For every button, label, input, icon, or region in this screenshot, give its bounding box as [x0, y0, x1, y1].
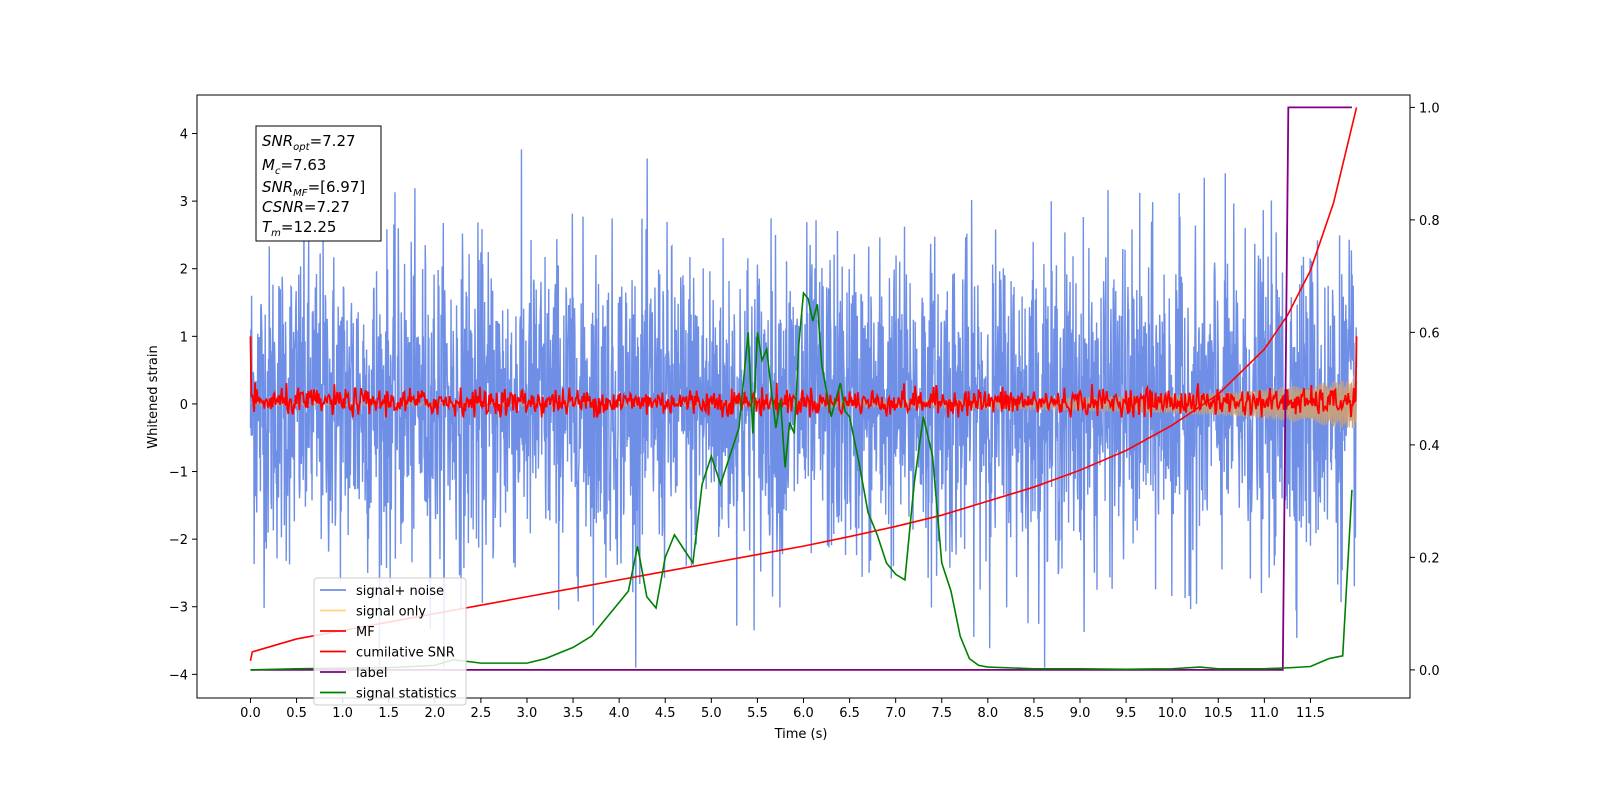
- axis-layer: 0.0 0.5 1.0 1.5 2.0 2.5 3.0 3.5 4.0 4.5 5.0 5.5 6.0 6…: [169, 101, 1440, 721]
- y-left-tick-label: 2: [180, 263, 188, 278]
- x-tick-label: 2.0: [424, 706, 445, 721]
- series-mf-line: [249, 336, 1358, 418]
- y-left-tick-label: 4: [180, 128, 188, 143]
- x-tick-label: 3.5: [563, 706, 584, 721]
- x-axis-label: Time (s): [774, 727, 828, 742]
- y-right-tick-label: 0.0: [1419, 664, 1440, 679]
- x-tick-label: 7.5: [931, 706, 952, 721]
- y-left-tick-label: −1: [169, 466, 188, 481]
- x-tick-label: 5.0: [701, 706, 722, 721]
- x-tick-label: 11.5: [1296, 706, 1325, 721]
- legend-frame: [313, 577, 467, 706]
- stats-row: Tm=12.25: [262, 218, 336, 239]
- y-right-tick-label: 0.8: [1419, 214, 1440, 229]
- x-tick-label: 8.5: [1024, 706, 1045, 721]
- x-tick-label: 2.5: [471, 706, 492, 721]
- x-tick-label: 6.5: [839, 706, 860, 721]
- y-left-tick-label: −3: [169, 601, 188, 616]
- series-label-line: [250, 106, 1352, 671]
- x-tick-label: 4.0: [609, 706, 630, 721]
- stats-row: SNRMF=[6.97]: [262, 178, 365, 199]
- y-left-tick-label: 0: [180, 398, 188, 413]
- x-tick-label: 3.0: [517, 706, 538, 721]
- y-right-tick-label: 0.4: [1419, 439, 1440, 454]
- stats-row: SNRopt=7.27: [262, 132, 356, 153]
- legend-label: label: [356, 666, 387, 681]
- legend: signal+ noise signal only MF cumilative SNR…: [313, 577, 467, 706]
- stats-row: Mc=7.63: [262, 156, 326, 177]
- x-tick-label: 10.5: [1204, 706, 1233, 721]
- series-signal-statistics-line: [250, 290, 1353, 671]
- y-left-tick-label: −2: [169, 533, 188, 548]
- y-right-tick-label: 0.6: [1419, 326, 1440, 341]
- x-tick-label: 11.0: [1250, 706, 1279, 721]
- y-left-tick-label: 3: [180, 195, 188, 210]
- x-tick-label: 8.0: [978, 706, 999, 721]
- x-tick-label: 4.5: [655, 706, 676, 721]
- y-left-tick-label: −4: [169, 668, 188, 683]
- legend-label: MF: [356, 625, 375, 640]
- x-tick-label: 0.0: [240, 706, 261, 721]
- x-tick-label: 1.5: [378, 706, 399, 721]
- y-right-tick-label: 0.2: [1419, 551, 1440, 566]
- x-tick-label: 9.5: [1116, 706, 1137, 721]
- x-tick-label: 7.0: [885, 706, 906, 721]
- x-tick-label: 6.0: [793, 706, 814, 721]
- y-right-tick-label: 1.0: [1419, 101, 1440, 116]
- y-left-tick-label: 1: [180, 330, 188, 345]
- legend-label: signal statistics: [356, 687, 457, 702]
- stats-row: CSNR=7.27: [262, 198, 350, 216]
- x-tick-label: 0.5: [286, 706, 307, 721]
- x-tick-label: 10.0: [1158, 706, 1187, 721]
- legend-label: signal only: [356, 605, 426, 620]
- stats-box-frame: [255, 125, 382, 242]
- x-tick-label: 1.0: [332, 706, 353, 721]
- legend-label: signal+ noise: [356, 584, 444, 599]
- y-axis-label: Whitened strain: [146, 345, 161, 448]
- x-tick-label: 5.5: [747, 706, 768, 721]
- legend-label: cumilative SNR: [356, 646, 455, 661]
- x-tick-label: 9.0: [1070, 706, 1091, 721]
